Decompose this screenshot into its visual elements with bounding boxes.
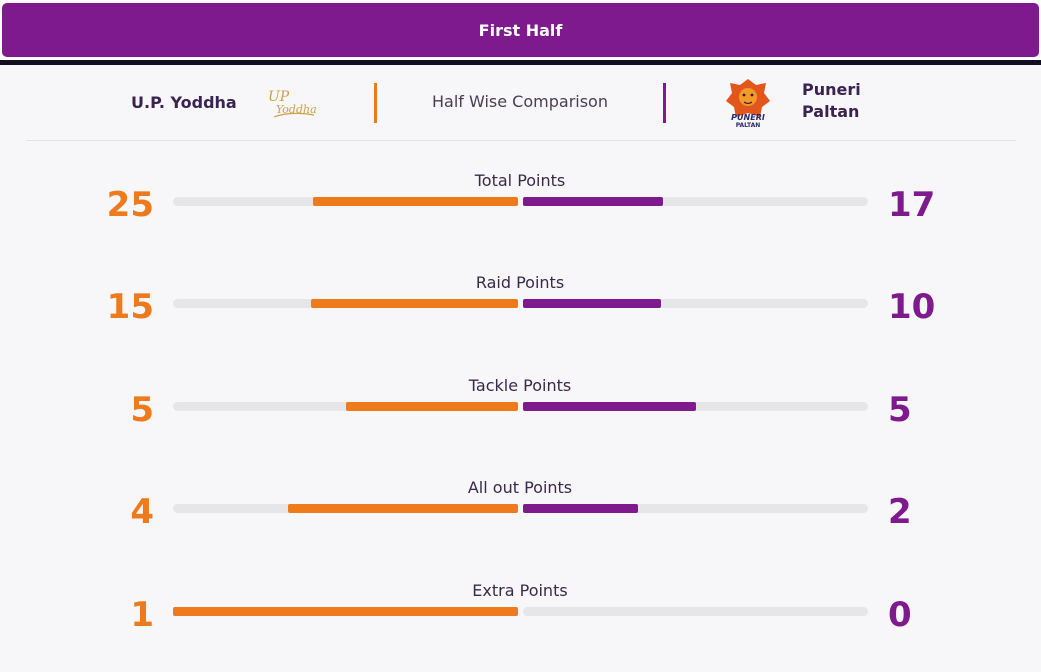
stat-value-right: 10	[888, 287, 936, 327]
header-rule	[26, 140, 1016, 141]
stat-value-left: 1	[130, 595, 154, 635]
first-half-tab-label: First Half	[478, 20, 563, 40]
team-right-name: Puneri Paltan	[802, 79, 861, 123]
stat-value-right: 17	[888, 185, 936, 225]
bar-track-right	[523, 504, 868, 513]
first-half-tab[interactable]: First Half	[2, 3, 1039, 57]
stat-value-left: 5	[130, 390, 154, 430]
stat-row: Raid Points 15 10	[0, 273, 1041, 333]
header-divider-left	[374, 83, 377, 123]
bar-fill-left	[312, 197, 518, 206]
team-left-name: U.P. Yoddha	[131, 93, 237, 112]
stat-label: Tackle Points	[468, 376, 572, 395]
bar-track-right	[523, 402, 868, 411]
bar-track-left	[173, 402, 518, 411]
stat-label: All out Points	[467, 478, 573, 497]
stat-label: Extra Points	[472, 581, 568, 600]
svg-text:Yoddha: Yoddha	[276, 103, 317, 116]
bar-track-right	[523, 197, 868, 206]
stat-value-left: 15	[106, 287, 154, 327]
stat-value-left: 25	[106, 185, 154, 225]
stat-row: Extra Points 1 0	[0, 581, 1041, 641]
stat-row: All out Points 4 2	[0, 478, 1041, 538]
bar-fill-left	[287, 504, 518, 513]
bar-fill-right	[523, 402, 696, 411]
bar-track-right	[523, 299, 868, 308]
stat-value-right: 5	[888, 390, 912, 430]
svg-text:PUNERI: PUNERI	[731, 113, 765, 122]
stat-value-left: 4	[130, 492, 154, 532]
bar-fill-right	[523, 197, 663, 206]
stat-label: Total Points	[474, 171, 566, 190]
svg-text:UP: UP	[268, 89, 290, 105]
svg-text:PALTAN: PALTAN	[736, 122, 761, 129]
up-yoddha-logo-icon: UP Yoddha	[268, 89, 317, 118]
stat-value-right: 0	[888, 595, 912, 635]
comparison-panel: U.P. Yoddha UP Yoddha Half Wise Comparis…	[0, 65, 1041, 672]
stat-row: Total Points 25 17	[0, 171, 1041, 231]
bar-fill-left	[345, 402, 518, 411]
puneri-paltan-logo-icon: PUNERI PALTAN	[726, 79, 770, 129]
stat-value-right: 2	[888, 492, 912, 532]
team-header: U.P. Yoddha UP Yoddha Half Wise Comparis…	[0, 65, 1041, 141]
bar-track-left	[173, 197, 518, 206]
bar-track-left	[173, 504, 518, 513]
team-right-name-line1: Puneri	[802, 80, 861, 99]
bar-fill-left	[173, 607, 518, 616]
bar-track-right	[523, 607, 868, 616]
bar-fill-right	[523, 299, 661, 308]
bar-track-left	[173, 607, 518, 616]
bar-track-left	[173, 299, 518, 308]
comparison-title: Half Wise Comparison	[432, 92, 608, 111]
stat-row: Tackle Points 5 5	[0, 376, 1041, 436]
bar-fill-left	[311, 299, 518, 308]
tab-underline	[0, 60, 1041, 65]
bar-fill-right	[523, 504, 638, 513]
stat-label: Raid Points	[475, 273, 565, 292]
header-divider-right	[663, 83, 666, 123]
team-right-name-line2: Paltan	[802, 102, 860, 121]
